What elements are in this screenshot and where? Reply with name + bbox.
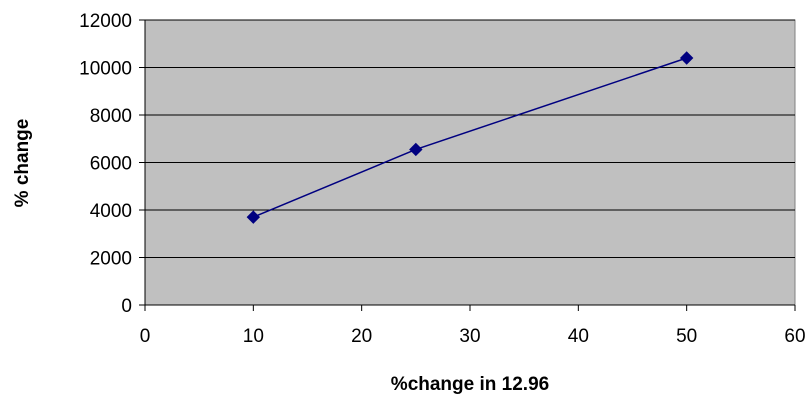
data-point bbox=[246, 210, 261, 224]
series-layer bbox=[246, 51, 694, 224]
y-tick-label: 12000 bbox=[79, 11, 132, 32]
y-tick-label: 10000 bbox=[79, 59, 132, 80]
axes: 0 2000 4000 6000 8000 10000 12000 0 10 20 30 40 50 60 bbox=[79, 11, 805, 347]
x-tick-label: 50 bbox=[676, 326, 697, 347]
y-tick-label: 0 bbox=[121, 296, 132, 317]
x-tick-label: 10 bbox=[243, 326, 264, 347]
y-tick-label: 6000 bbox=[90, 154, 132, 175]
x-tick-label: 40 bbox=[568, 326, 589, 347]
x-tick-label: 60 bbox=[784, 326, 805, 347]
gridlines bbox=[145, 19, 795, 258]
y-tick-label: 4000 bbox=[90, 201, 132, 222]
y-axis-title: % change bbox=[12, 119, 33, 208]
y-tick-label: 2000 bbox=[90, 249, 132, 270]
x-tick-label: 30 bbox=[459, 326, 480, 347]
data-point bbox=[679, 51, 694, 65]
x-tick-label: 0 bbox=[140, 326, 151, 347]
y-tick-label: 8000 bbox=[90, 106, 132, 127]
data-point bbox=[409, 142, 423, 157]
x-axis-title: %change in 12.96 bbox=[391, 374, 549, 395]
x-tick-label: 20 bbox=[351, 326, 372, 347]
